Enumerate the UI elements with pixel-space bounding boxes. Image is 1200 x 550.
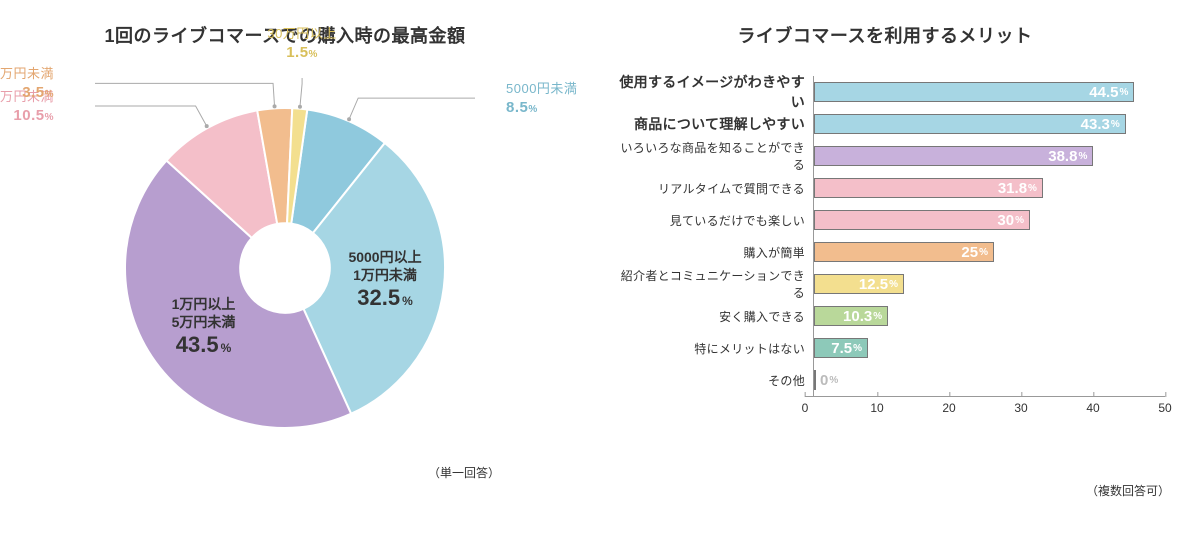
bar-label: いろいろな商品を知ることができる — [610, 139, 813, 173]
bar-value: 31.8% — [998, 178, 1037, 198]
bar — [814, 370, 816, 390]
bar-value: 25% — [961, 242, 988, 262]
donut-leader-line — [95, 106, 207, 126]
bar-row: 紹介者とコミュニケーションできる 12.5% — [610, 268, 1180, 300]
bar-label: 商品について理解しやすい — [610, 114, 813, 134]
bar-title: ライブコマースを利用するメリット — [570, 22, 1200, 48]
bar-x-axis: 01020304050 — [805, 396, 1165, 421]
axis-tick: 50 — [1158, 397, 1171, 415]
axis-tick: 0 — [802, 397, 809, 415]
bar-track: 38.8% — [813, 140, 1180, 172]
bar-row: 使用するイメージがわきやすい44.5% — [610, 76, 1180, 108]
bar-row: 商品について理解しやすい 43.3% — [610, 108, 1180, 140]
bar-value: 43.3% — [1081, 114, 1120, 134]
bar-label: 特にメリットはない — [610, 340, 813, 357]
bar — [814, 82, 1134, 102]
bar-label: 購入が簡単 — [610, 244, 813, 261]
bar-track: 25% — [813, 236, 1180, 268]
bar-row: 安く購入できる 10.3% — [610, 300, 1180, 332]
bar-row: 見ているだけでも楽しい 30% — [610, 204, 1180, 236]
donut-callout: 5000円未満8.5% — [506, 80, 577, 118]
bar-value: 10.3% — [843, 306, 882, 326]
donut-slice-label: 5000円以上1万円未満32.5% — [348, 249, 421, 312]
bar — [814, 114, 1126, 134]
bar-row: いろいろな商品を知ることができる 38.8% — [610, 140, 1180, 172]
bar-track: 10.3% — [813, 300, 1180, 332]
bar-value: 0% — [820, 370, 838, 390]
bar-label: 見ているだけでも楽しい — [610, 212, 813, 229]
bar-row: リアルタイムで質問できる 31.8% — [610, 172, 1180, 204]
bar-track: 7.5% — [813, 332, 1180, 364]
donut-callout: 30万円以上1.5% — [267, 25, 336, 63]
bar-footnote: （複数回答可） — [570, 482, 1170, 499]
bar-panel: ライブコマースを利用するメリット 使用するイメージがわきやすい44.5%商品につ… — [570, 0, 1200, 550]
donut-slice-label: 1万円以上5万円未満43.5% — [172, 296, 236, 359]
axis-tick: 10 — [870, 397, 883, 415]
bar-track: 12.5% — [813, 268, 1180, 300]
donut-leader-line — [300, 78, 302, 107]
bar-label: 紹介者とコミュニケーションできる — [610, 267, 813, 301]
page: 1回のライブコマースでの購入時の最高金額 5000円未満8.5%5000円以上1… — [0, 0, 1200, 550]
bar-row: 特にメリットはない 7.5% — [610, 332, 1180, 364]
bar-track: 30% — [813, 204, 1180, 236]
donut-leader-line — [95, 83, 275, 106]
bar-track: 31.8% — [813, 172, 1180, 204]
donut-callout: 10万円以上30万円未満3.5% — [0, 65, 54, 103]
axis-tick: 30 — [1014, 397, 1027, 415]
axis-tick: 40 — [1086, 397, 1099, 415]
bar-chart: 使用するイメージがわきやすい44.5% 商品について理解しやすい 43.3% いろいろ… — [610, 76, 1180, 476]
bar-value: 30% — [997, 210, 1024, 230]
donut-chart: 5000円未満8.5%5000円以上1万円未満32.5%1万円以上5万円未満43… — [95, 78, 475, 458]
bar-row: 購入が簡単 25% — [610, 236, 1180, 268]
bar-value: 38.8% — [1048, 146, 1087, 166]
donut-panel: 1回のライブコマースでの購入時の最高金額 5000円未満8.5%5000円以上1… — [0, 0, 570, 550]
bar-label: 安く購入できる — [610, 308, 813, 325]
bar-track: 0% — [813, 364, 1180, 396]
bar-value: 44.5% — [1089, 82, 1128, 102]
bar-track: 44.5% — [813, 76, 1180, 108]
bar-label: リアルタイムで質問できる — [610, 180, 813, 197]
axis-tick: 20 — [942, 397, 955, 415]
bar-value: 12.5% — [859, 274, 898, 294]
bar-value: 7.5% — [831, 338, 862, 358]
bar-row: その他 0% — [610, 364, 1180, 396]
bar-label: その他 — [610, 372, 813, 389]
donut-footnote: （単一回答） — [0, 464, 500, 481]
bar-track: 43.3% — [813, 108, 1180, 140]
donut-leader-line — [349, 98, 475, 119]
bar-label: 使用するイメージがわきやすい — [610, 72, 813, 112]
